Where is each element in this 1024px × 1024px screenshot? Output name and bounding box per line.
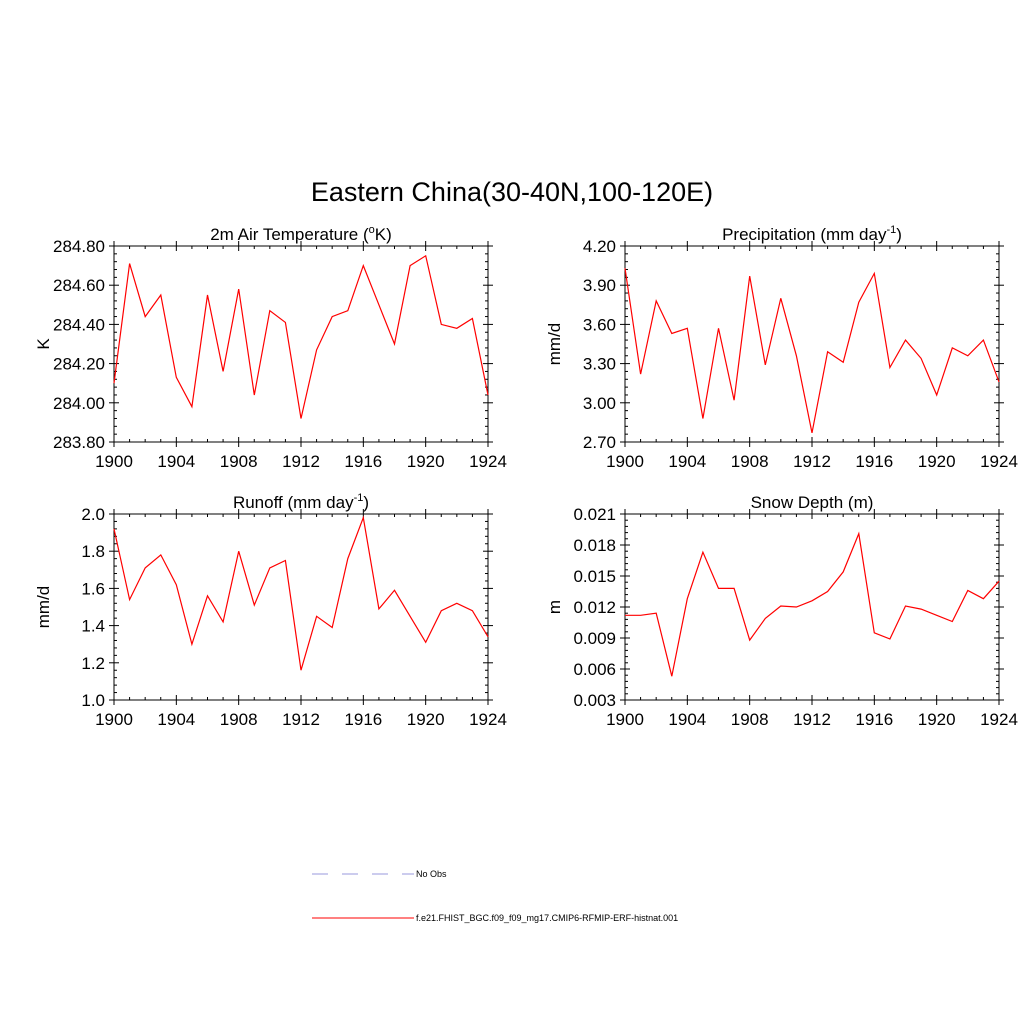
x-tick-label: 1900 [95,710,133,729]
panel-title-text: Snow Depth (m) [751,493,874,512]
y-tick-label: 284.60 [53,276,105,295]
series-line-1 [624,268,1000,434]
y-tick-label: 0.006 [573,660,616,679]
panel-title-superscript: o [369,224,375,236]
x-tick-label: 1904 [157,452,195,471]
plot-frame [624,513,1000,701]
x-tick-label: 1912 [793,452,831,471]
y-tick-label: 0.009 [573,629,616,648]
x-tick-label: 1924 [469,452,507,471]
panel-3: Runoff (mm day-1) mm/d 1.0 1.2 1.4 1.6 1.8 2.0 1… [34,492,507,729]
y-axis-label: mm/d [34,586,53,629]
x-tick-label: 1912 [282,710,320,729]
x-tick-label: 1920 [407,452,445,471]
x-tick-label: 1924 [469,710,507,729]
x-tick-label: 1908 [220,452,258,471]
y-tick-label: 3.60 [583,315,616,334]
x-tick-label: 1916 [855,710,893,729]
y-tick-label: 284.20 [53,355,105,374]
panel-title-text: 2m Air Temperature ( [210,225,369,244]
panel-title: 2m Air Temperature (oK) [210,224,392,244]
y-tick-label: 1.2 [81,654,105,673]
y-tick-label: 283.80 [53,433,105,452]
x-tick-label: 1908 [220,710,258,729]
panels: 2m Air Temperature (oK) K 283.80 284.00 284.… [34,224,1018,729]
series-line-1 [113,515,489,671]
x-tick-label: 1904 [668,452,706,471]
x-tick-label: 1924 [980,452,1018,471]
y-axis-label: K [34,338,53,350]
y-tick-label: 1.0 [81,691,105,710]
figure-title: Eastern China(30-40N,100-120E) [311,177,713,207]
legend: No Obs f.e21.FHIST_BGC.f09_f09_mg17.CMIP6… [312,869,678,923]
x-tick-label: 1908 [731,710,769,729]
x-tick-label: 1920 [407,710,445,729]
panel-title: Runoff (mm day-1) [233,492,369,512]
y-tick-label: 0.018 [573,536,616,555]
x-tick-label: 1924 [980,710,1018,729]
y-tick-label: 0.021 [573,505,616,524]
y-tick-label: 1.4 [81,617,105,636]
x-tick-label: 1900 [95,452,133,471]
panel-title-tail: ) [363,493,369,512]
y-tick-label: 1.6 [81,579,105,598]
panel-title-tail: K) [375,225,392,244]
panel-title-tail: ) [896,225,902,244]
y-tick-label: 284.00 [53,394,105,413]
legend-label-1: No Obs [416,869,447,879]
x-tick-label: 1904 [668,710,706,729]
y-tick-label: 3.00 [583,394,616,413]
panel-title: Snow Depth (m) [751,493,874,512]
y-tick-label: 1.8 [81,542,105,561]
panel-title-superscript: -1 [354,492,364,504]
y-tick-label: 0.003 [573,691,616,710]
x-tick-label: 1912 [282,452,320,471]
y-tick-label: 0.015 [573,567,616,586]
x-tick-label: 1904 [157,710,195,729]
y-tick-label: 2.70 [583,433,616,452]
x-tick-label: 1900 [606,710,644,729]
y-axis-label: m [545,600,564,614]
y-axis-label: mm/d [545,323,564,366]
legend-label-2: f.e21.FHIST_BGC.f09_f09_mg17.CMIP6-RFMIP… [416,913,678,923]
x-tick-label: 1916 [344,710,382,729]
x-tick-label: 1908 [731,452,769,471]
panel-4: Snow Depth (m) m 0.003 0.006 0.009 0.012 0.015… [545,493,1018,729]
y-tick-label: 4.20 [583,237,616,256]
y-tick-label: 3.30 [583,355,616,374]
x-tick-label: 1920 [918,452,956,471]
panel-1: 2m Air Temperature (oK) K 283.80 284.00 284.… [34,224,507,471]
y-tick-label: 2.0 [81,505,105,524]
plot-frame [113,513,489,701]
panel-title: Precipitation (mm day-1) [722,224,902,244]
y-tick-label: 3.90 [583,276,616,295]
series-line-1 [113,254,489,419]
x-tick-label: 1916 [855,452,893,471]
y-tick-label: 284.40 [53,315,105,334]
plot-frame [624,245,1000,443]
x-tick-label: 1900 [606,452,644,471]
series-line-1 [625,531,1000,677]
x-tick-label: 1912 [793,710,831,729]
x-tick-label: 1916 [344,452,382,471]
panel-title-text: Runoff (mm day [233,493,354,512]
panel-title-superscript: -1 [886,224,896,236]
y-tick-label: 284.80 [53,237,105,256]
x-tick-label: 1920 [918,710,956,729]
y-tick-label: 0.012 [573,598,616,617]
panel-2: Precipitation (mm day-1) mm/d 2.70 3.00 3.30… [545,224,1018,471]
panel-title-text: Precipitation (mm day [722,225,887,244]
